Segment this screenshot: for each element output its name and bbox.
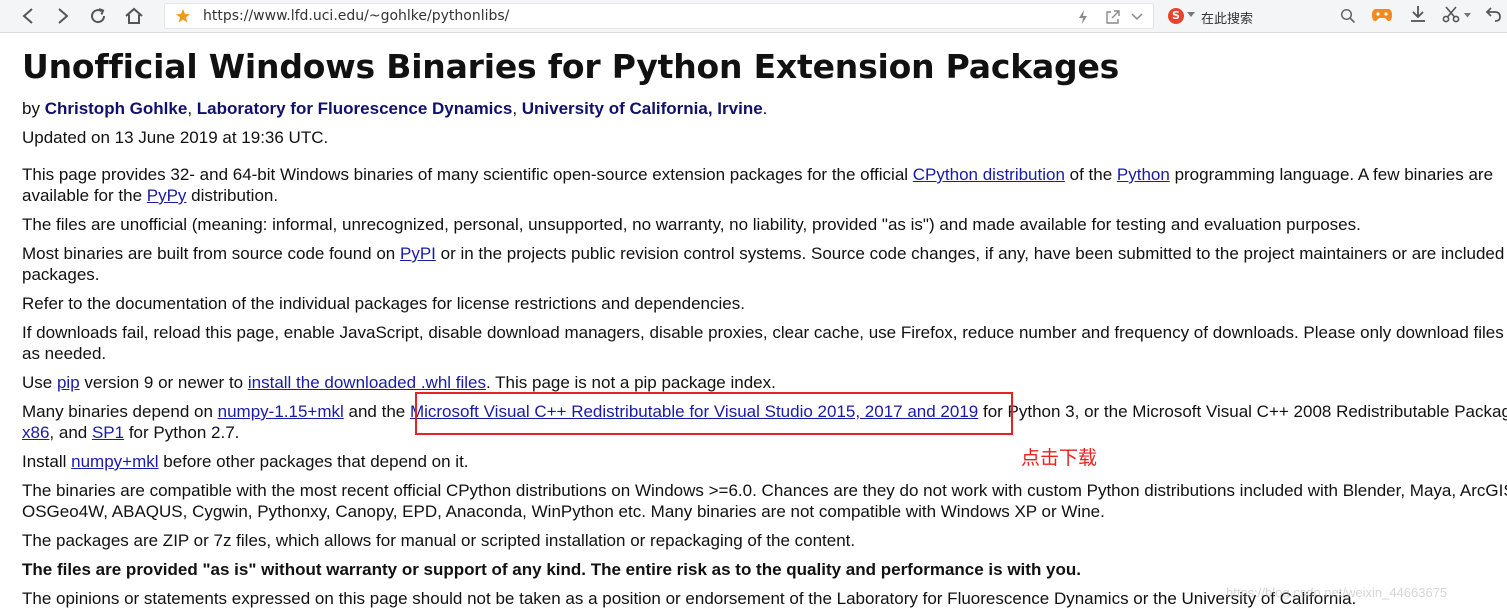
paragraph-compatibility: The binaries are compatible with the mos… bbox=[22, 481, 1507, 500]
msvc-redistributable-link[interactable]: Microsoft Visual C++ Redistributable for… bbox=[409, 402, 979, 421]
url-text[interactable]: https://www.lfd.uci.edu/~gohlke/pythonli… bbox=[203, 8, 510, 24]
install-whl-link[interactable]: install the downloaded .whl files bbox=[247, 373, 487, 392]
paragraph-dependencies-cont: x86, and SP1 for Python 2.7. bbox=[22, 423, 240, 442]
share-icon[interactable] bbox=[1105, 9, 1121, 25]
paragraph-install-numpy: Install numpy+mkl before other packages … bbox=[22, 452, 469, 471]
paragraph-downloads-cont: as needed. bbox=[22, 344, 107, 363]
paragraph-pip: Use pip version 9 or newer to install th… bbox=[22, 373, 776, 392]
byline: by Christoph Gohlke, Laboratory for Fluo… bbox=[22, 99, 768, 118]
search-box[interactable]: S 在此搜索 bbox=[1164, 3, 1364, 29]
browser-toolbar: https://www.lfd.uci.edu/~gohlke/pythonli… bbox=[0, 0, 1507, 33]
back-arrow-icon bbox=[22, 8, 33, 24]
reload-button[interactable] bbox=[86, 4, 110, 28]
search-icon[interactable] bbox=[1340, 8, 1356, 24]
sogou-logo-icon[interactable]: S bbox=[1168, 8, 1184, 24]
lightning-icon[interactable] bbox=[1077, 9, 1089, 25]
paragraph-dependencies: Many binaries depend on numpy-1.15+mkl a… bbox=[22, 402, 1507, 421]
back-button[interactable] bbox=[16, 4, 40, 28]
paragraph-source: Most binaries are built from source code… bbox=[22, 244, 1507, 263]
paragraph-compatibility-cont: OSGeo4W, ABAQUS, Cygwin, Pythonxy, Canop… bbox=[22, 502, 1105, 521]
annotation-label: 点击下载 bbox=[1021, 447, 1098, 469]
download-icon[interactable] bbox=[1409, 5, 1427, 23]
search-input[interactable]: 在此搜索 bbox=[1201, 12, 1254, 27]
paragraph-license: Refer to the documentation of the indivi… bbox=[22, 294, 745, 313]
university-link[interactable]: University of California, Irvine bbox=[521, 99, 763, 118]
numpy-mkl-link[interactable]: numpy-1.15+mkl bbox=[217, 402, 344, 421]
lab-link[interactable]: Laboratory for Fluorescence Dynamics bbox=[196, 99, 513, 118]
undo-icon[interactable] bbox=[1484, 5, 1502, 23]
python-link[interactable]: Python bbox=[1116, 165, 1170, 184]
bookmark-star-icon[interactable] bbox=[175, 8, 191, 24]
paragraph-downloads: If downloads fail, reload this page, ena… bbox=[22, 323, 1504, 342]
updated-date: Updated on 13 June 2019 at 19:36 UTC. bbox=[22, 128, 329, 147]
caret-down-icon[interactable] bbox=[1187, 12, 1195, 18]
forward-button[interactable] bbox=[51, 4, 75, 28]
paragraph-unofficial: The files are unofficial (meaning: infor… bbox=[22, 215, 1361, 234]
author-link[interactable]: Christoph Gohlke bbox=[44, 99, 188, 118]
chevron-down-icon[interactable] bbox=[1131, 12, 1143, 22]
address-bar[interactable]: https://www.lfd.uci.edu/~gohlke/pythonli… bbox=[164, 3, 1154, 29]
paragraph-intro-cont: available for the PyPy distribution. bbox=[22, 186, 279, 205]
caret-down-icon[interactable] bbox=[1464, 13, 1471, 18]
pip-link[interactable]: pip bbox=[56, 373, 80, 392]
scissors-icon[interactable] bbox=[1442, 5, 1460, 23]
reload-icon bbox=[91, 8, 106, 24]
cpython-distribution-link[interactable]: CPython distribution bbox=[912, 165, 1065, 184]
paragraph-intro: This page provides 32- and 64-bit Window… bbox=[22, 165, 1494, 184]
page-title: Unofficial Windows Binaries for Python E… bbox=[22, 47, 1120, 86]
sp1-link[interactable]: SP1 bbox=[91, 423, 125, 442]
page-content: Unofficial Windows Binaries for Python E… bbox=[22, 45, 1507, 608]
watermark: https://blog.csdn.net/weixin_44663675 bbox=[1226, 585, 1448, 600]
paragraph-source-cont: packages. bbox=[22, 265, 100, 284]
paragraph-warranty: The files are provided "as is" without w… bbox=[22, 560, 1081, 579]
pypy-link[interactable]: PyPy bbox=[146, 186, 187, 205]
home-button[interactable] bbox=[122, 4, 146, 28]
highlight-box bbox=[415, 392, 1013, 435]
x86-link[interactable]: x86 bbox=[22, 423, 50, 442]
pypi-link[interactable]: PyPI bbox=[399, 244, 436, 263]
paragraph-opinions: The opinions or statements expressed on … bbox=[22, 589, 1357, 608]
forward-arrow-icon bbox=[58, 8, 69, 24]
numpy-mkl-install-link[interactable]: numpy+mkl bbox=[71, 452, 159, 471]
game-controller-icon[interactable] bbox=[1371, 6, 1393, 24]
home-icon bbox=[125, 7, 143, 24]
paragraph-packages: The packages are ZIP or 7z files, which … bbox=[22, 531, 856, 550]
